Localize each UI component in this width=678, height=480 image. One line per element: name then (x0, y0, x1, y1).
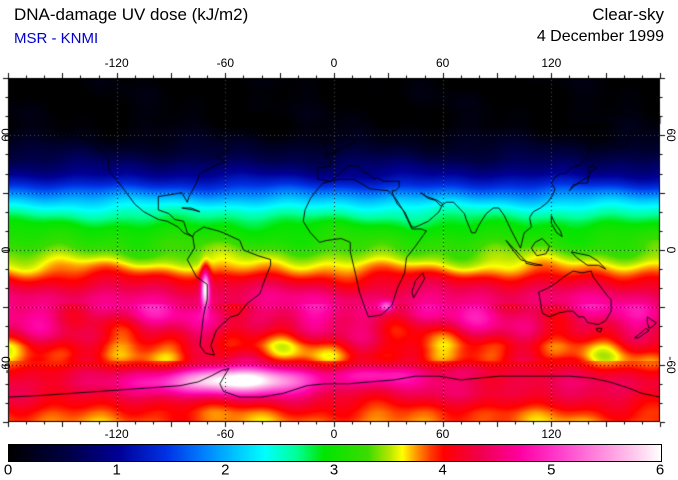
uv-world-heatmap (0, 70, 668, 430)
colorbar-tick-label: 5 (547, 461, 556, 479)
page-title: DNA-damage UV dose (kJ/m2) (14, 5, 249, 24)
date-label: 4 December 1999 (536, 28, 664, 45)
colorbar-tick-label: 0 (3, 461, 13, 479)
source-label: MSR - KNMI (14, 30, 99, 47)
lon-tick-label-top: -60 (216, 56, 234, 70)
colorbar-tick-label: 2 (221, 461, 230, 479)
colorbar (8, 444, 662, 462)
condition-label: Clear-sky (592, 5, 664, 24)
lon-tick-label-top: 60 (435, 56, 450, 70)
lon-tick-label-top: -120 (104, 56, 129, 70)
lon-tick-label-top: 0 (330, 56, 338, 70)
colorbar-tick-label: 6 (655, 461, 665, 479)
colorbar-tick-label: 1 (112, 461, 121, 479)
colorbar-tick-label: 4 (438, 461, 447, 479)
lon-tick-label-top: 120 (541, 56, 562, 70)
colorbar-tick-label: 3 (329, 461, 339, 479)
